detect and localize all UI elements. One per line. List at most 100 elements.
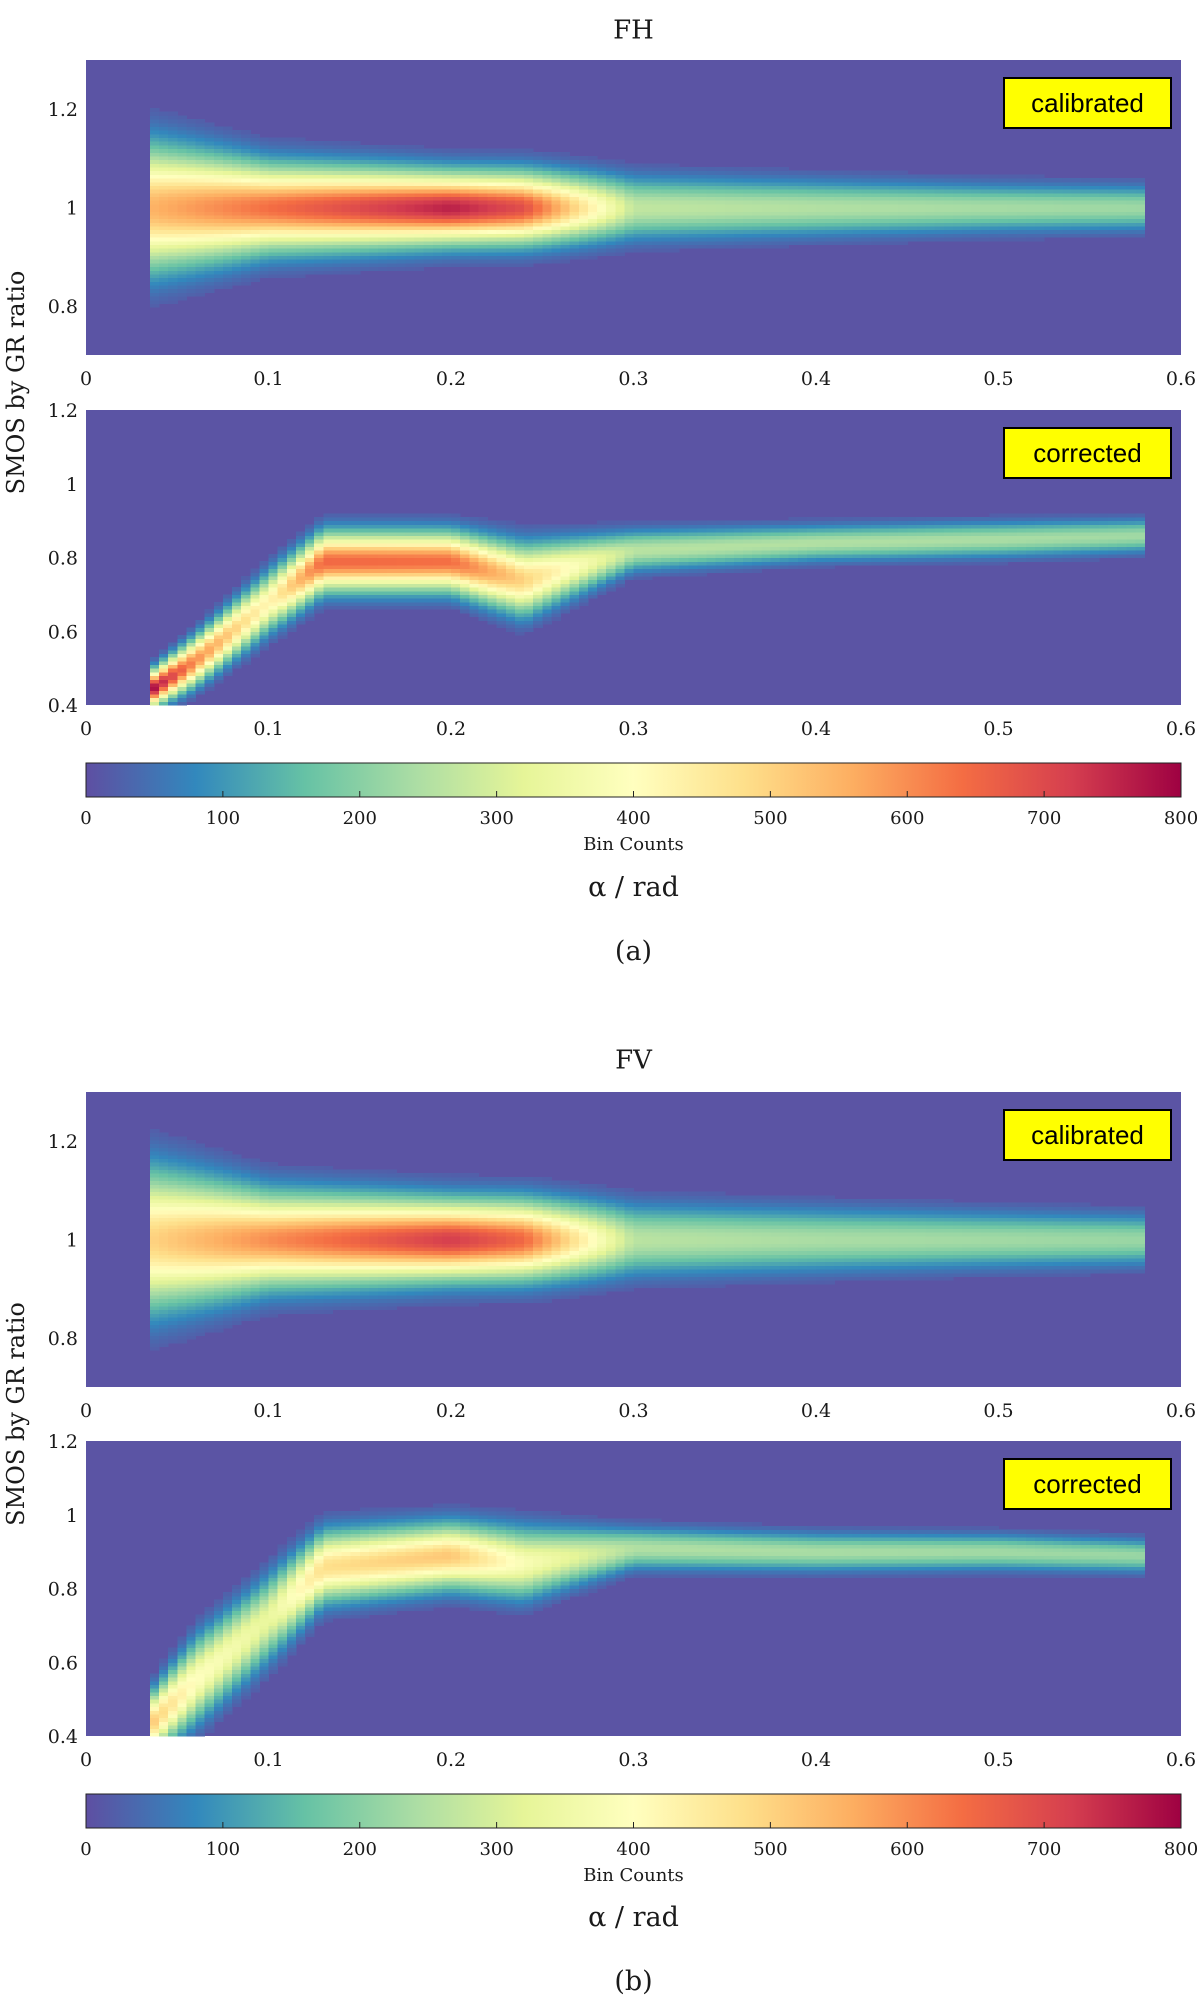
heatmap-cell: [861, 542, 872, 548]
heatmap-cell: [816, 189, 826, 194]
heatmap-cell: [569, 531, 580, 536]
heatmap-cell: [159, 200, 169, 205]
heatmap-cell: [597, 200, 607, 205]
heatmap-cell: [724, 557, 735, 562]
heatmap-cell: [1016, 528, 1027, 533]
heatmap-cell: [204, 133, 215, 139]
heatmap-cell: [569, 196, 580, 201]
heatmap-cell: [989, 542, 1000, 548]
heatmap-cell: [232, 649, 242, 654]
heatmap-cell: [241, 273, 251, 279]
heatmap-cell: [259, 211, 270, 216]
heatmap-cell: [159, 141, 169, 146]
heatmap-cell: [396, 159, 406, 164]
heatmap-cell: [606, 587, 616, 592]
heatmap-cell: [679, 178, 689, 183]
heatmap-cell: [341, 174, 352, 179]
heatmap-cell: [907, 178, 917, 183]
heatmap-cell: [441, 251, 452, 257]
heatmap-cell: [816, 539, 826, 544]
heatmap-cell: [952, 524, 963, 529]
heatmap-cell: [998, 561, 1009, 566]
heatmap-cell: [478, 528, 489, 533]
heatmap-cell: [861, 550, 872, 555]
heatmap-cell: [706, 546, 717, 551]
heatmap-cell: [560, 192, 571, 198]
heatmap-cell: [460, 211, 470, 216]
heatmap-cell: [816, 196, 826, 201]
heatmap-cell: [460, 561, 470, 566]
heatmap-cell: [204, 620, 215, 625]
heatmap-cell: [670, 572, 680, 577]
heatmap-cell: [1035, 535, 1045, 540]
heatmap-cell: [715, 189, 726, 194]
heatmap-cell: [916, 550, 927, 555]
heatmap-cell: [295, 601, 306, 607]
heatmap-cell: [396, 196, 406, 201]
heatmap-cell: [423, 605, 434, 610]
heatmap-cell: [898, 539, 908, 544]
heatmap-cell: [368, 516, 379, 522]
heatmap-cell: [587, 237, 598, 242]
heatmap-cell: [222, 668, 233, 673]
heatmap-cell: [825, 237, 835, 242]
heatmap-cell: [916, 237, 927, 242]
heatmap-cell: [1080, 233, 1091, 238]
heatmap-cell: [1098, 233, 1109, 238]
heatmap-cell: [405, 262, 416, 268]
heatmap-cell: [213, 638, 224, 643]
heatmap-cell: [879, 542, 890, 548]
heatmap-cell: [396, 587, 406, 592]
heatmap-cell: [788, 207, 799, 212]
heatmap-cell: [797, 196, 808, 201]
heatmap-cell: [934, 557, 945, 562]
heatmap-cell: [149, 251, 160, 257]
heatmap-cell: [861, 237, 872, 242]
heatmap-cell: [743, 170, 753, 175]
heatmap-cell: [806, 535, 817, 540]
heatmap-cell: [679, 542, 689, 548]
heatmap-cell: [350, 270, 361, 275]
heatmap-cell: [1135, 203, 1146, 209]
heatmap-cell: [642, 225, 653, 231]
heatmap-cell: [177, 686, 187, 691]
heatmap-cell: [396, 148, 406, 153]
heatmap-cell: [943, 542, 954, 548]
heatmap-cell: [432, 539, 443, 544]
heatmap-cell: [359, 148, 370, 153]
heatmap-cell: [204, 155, 215, 161]
heatmap-cell: [168, 155, 178, 161]
heatmap-cell: [368, 601, 379, 607]
heatmap-cell: [487, 609, 498, 614]
heatmap-cell: [733, 535, 744, 540]
heatmap-cell: [350, 553, 361, 559]
heatmap-cell: [387, 579, 397, 584]
heatmap-cell: [378, 579, 388, 584]
heatmap-cell: [943, 233, 954, 238]
heatmap-cell: [341, 170, 352, 175]
heatmap-cell: [332, 266, 343, 271]
heatmap-cell: [159, 668, 169, 673]
heatmap-cell: [277, 207, 288, 212]
heatmap-cell: [250, 248, 260, 253]
heatmap-cell: [1044, 535, 1054, 540]
heatmap-cell: [560, 189, 571, 194]
heatmap-cell: [606, 564, 616, 570]
heatmap-cell: [478, 594, 489, 599]
heatmap-cell: [514, 594, 525, 599]
heatmap-cell: [1044, 546, 1054, 551]
heatmap-cell: [1071, 200, 1082, 205]
heatmap-cell: [1071, 203, 1082, 209]
heatmap-cell: [195, 126, 206, 131]
heatmap-cell: [797, 181, 808, 186]
heatmap-cell: [1080, 196, 1091, 201]
heatmap-cell: [204, 657, 215, 662]
heatmap-cell: [1080, 531, 1091, 536]
heatmap-cell: [998, 200, 1009, 205]
heatmap-cell: [177, 200, 187, 205]
heatmap-cell: [806, 528, 817, 533]
heatmap-cell: [569, 524, 580, 529]
heatmap-cell: [378, 262, 388, 268]
heatmap-cell: [505, 244, 516, 249]
heatmap-cell: [469, 163, 479, 168]
